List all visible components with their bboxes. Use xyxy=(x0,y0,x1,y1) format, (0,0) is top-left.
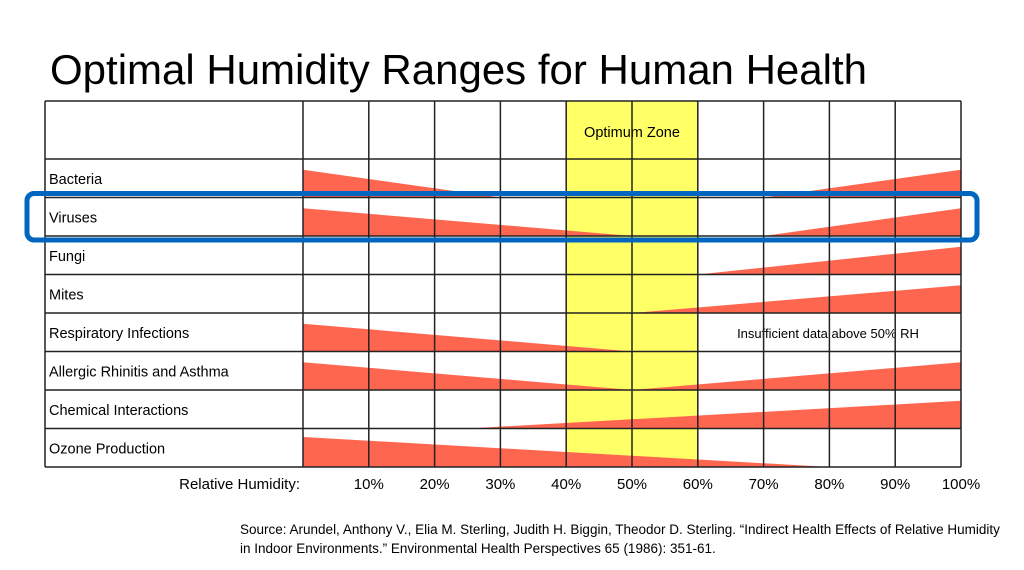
x-tick-label: 10% xyxy=(354,476,384,493)
wedge-bacteria xyxy=(303,169,501,198)
row-label: Fungi xyxy=(49,249,85,265)
highlight-box xyxy=(24,191,980,243)
x-tick-label: 20% xyxy=(420,476,450,493)
x-tick-label: 50% xyxy=(617,476,647,493)
wedge-allergic-rhinitis-and-asthma xyxy=(632,362,961,390)
x-tick-label: 70% xyxy=(749,476,779,493)
wedge-bacteria xyxy=(763,169,961,198)
row-label: Ozone Production xyxy=(49,442,165,458)
x-tick-label: 80% xyxy=(814,476,844,493)
x-axis-label: Relative Humidity: xyxy=(179,476,300,493)
x-tick-label: 30% xyxy=(485,476,515,493)
row-note: Insufficient data above 50% RH xyxy=(737,326,919,341)
row-label: Chemical Interactions xyxy=(49,403,188,419)
row-label: Viruses xyxy=(49,211,97,227)
wedge-respiratory-infections xyxy=(303,323,632,352)
source-citation: Source: Arundel, Anthony V., Elia M. Ste… xyxy=(240,522,1000,556)
x-tick-label: 60% xyxy=(683,476,713,493)
wedge-viruses xyxy=(303,208,632,236)
row-label: Mites xyxy=(49,288,84,304)
wedge-chemical-interactions xyxy=(467,400,961,429)
x-tick-label: 90% xyxy=(880,476,910,493)
row-label: Respiratory Infections xyxy=(49,326,189,342)
wedge-mites xyxy=(632,285,961,313)
wedge-allergic-rhinitis-and-asthma xyxy=(303,362,632,390)
row-label: Allergic Rhinitis and Asthma xyxy=(49,365,230,381)
row-label: Bacteria xyxy=(49,172,103,188)
x-tick-label: 40% xyxy=(551,476,581,493)
x-tick-label: 100% xyxy=(942,476,980,493)
wedge-viruses xyxy=(763,208,961,236)
chart-title: Optimal Humidity Ranges for Human Health xyxy=(50,46,867,93)
